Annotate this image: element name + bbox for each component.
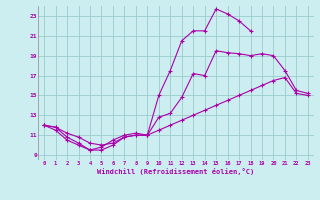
X-axis label: Windchill (Refroidissement éolien,°C): Windchill (Refroidissement éolien,°C) [97,168,255,175]
